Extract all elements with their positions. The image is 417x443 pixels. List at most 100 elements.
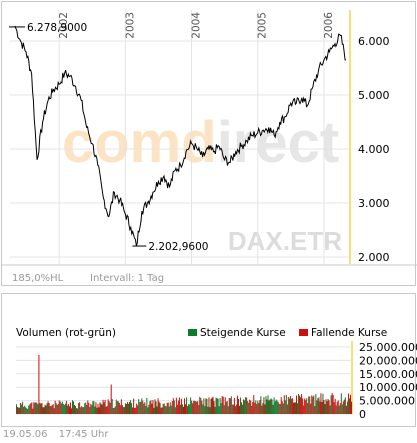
volume-bar <box>263 397 265 414</box>
volume-bar <box>75 406 77 414</box>
volume-bar <box>180 398 182 414</box>
volume-bar <box>208 397 210 414</box>
volume-bar <box>193 400 195 414</box>
volume-bar <box>117 401 119 414</box>
volume-bar <box>311 395 313 414</box>
volume-bar <box>61 401 63 414</box>
volume-bar <box>139 402 141 414</box>
volume-bar <box>350 401 352 414</box>
volume-bar <box>205 398 207 414</box>
price-y-tick: 6.000 <box>358 35 390 48</box>
volume-bar <box>105 406 107 414</box>
volume-bar <box>325 399 327 414</box>
volume-bar <box>62 404 64 414</box>
volume-bar <box>22 401 24 414</box>
volume-bar <box>203 398 205 414</box>
volume-bar <box>152 400 154 414</box>
volume-bar <box>316 400 318 414</box>
volume-bar <box>337 400 339 414</box>
volume-bar <box>294 402 296 414</box>
volume-bar <box>181 404 183 414</box>
volume-bar <box>85 402 87 414</box>
volume-bar <box>277 401 279 414</box>
volume-y-tick: 15.000.000 <box>359 368 417 381</box>
volume-bar <box>265 396 267 414</box>
year-label: 2004 <box>191 12 203 39</box>
volume-bar <box>348 398 350 414</box>
volume-bar <box>269 399 271 414</box>
volume-bar <box>270 398 272 414</box>
volume-bar <box>185 404 187 414</box>
volume-bar <box>349 394 351 414</box>
volume-bar <box>44 404 46 414</box>
volume-bar <box>300 397 302 414</box>
year-label: 2002 <box>58 12 70 39</box>
volume-bar <box>103 402 105 414</box>
volume-bar <box>219 398 221 414</box>
volume-bar <box>104 399 106 414</box>
year-label: 2006 <box>323 12 335 39</box>
volume-bar <box>231 404 233 414</box>
volume-bar <box>345 405 347 414</box>
volume-bar <box>96 407 98 414</box>
volume-bar <box>245 397 247 414</box>
volume-bar <box>63 404 65 414</box>
volume-bar <box>50 406 52 414</box>
volume-bar <box>232 404 234 414</box>
volume-title: Volumen (rot-grün) <box>16 327 116 339</box>
volume-bar <box>131 403 133 414</box>
volume-bar <box>34 402 36 414</box>
price-grid <box>10 10 350 264</box>
volume-bar <box>161 407 163 414</box>
footer-date: 19.05.06 <box>3 429 48 440</box>
volume-bar <box>194 400 196 414</box>
volume-bar <box>309 396 311 414</box>
volume-bars <box>16 355 352 414</box>
volume-bar <box>32 408 34 414</box>
price-y-tick: 3.000 <box>358 197 390 210</box>
volume-bar <box>187 406 189 414</box>
volume-bar <box>199 396 201 414</box>
volume-bar <box>335 405 337 414</box>
volume-bar <box>281 401 283 414</box>
volume-bar <box>176 404 178 414</box>
volume-bar <box>37 404 39 414</box>
volume-bar <box>39 402 41 414</box>
volume-bar <box>336 401 338 414</box>
volume-bar <box>121 405 123 414</box>
volume-bar <box>259 400 261 414</box>
volume-bar <box>147 407 149 414</box>
volume-bar <box>97 404 99 414</box>
volume-bar <box>304 398 306 414</box>
volume-bar <box>59 401 61 414</box>
volume-bar <box>207 406 209 414</box>
legend-rising-swatch <box>188 329 197 336</box>
volume-bar <box>19 407 21 414</box>
volume-bar <box>266 399 268 414</box>
volume-bar <box>279 404 281 414</box>
volume-bar <box>137 405 139 414</box>
volume-bar <box>150 400 152 414</box>
volume-bar <box>177 400 179 414</box>
volume-bar <box>110 384 112 414</box>
volume-bar <box>246 397 248 414</box>
volume-bar <box>233 397 235 414</box>
volume-bar <box>28 405 30 414</box>
volume-bar <box>329 405 331 414</box>
volume-bar <box>258 403 260 414</box>
volume-bar <box>160 407 162 414</box>
volume-bar <box>123 407 125 414</box>
volume-bar <box>151 403 153 414</box>
volume-bar <box>30 403 32 414</box>
volume-bar <box>95 402 97 414</box>
volume-bar <box>82 407 84 414</box>
volume-bar <box>129 401 131 414</box>
footer-time: 17:45 Uhr <box>58 429 109 440</box>
volume-bar <box>301 394 303 414</box>
volume-bar <box>182 406 184 414</box>
volume-bar <box>331 393 333 414</box>
volume-bar <box>292 402 294 414</box>
volume-bar <box>35 402 37 414</box>
volume-bar <box>212 396 214 414</box>
volume-bar <box>321 402 323 414</box>
